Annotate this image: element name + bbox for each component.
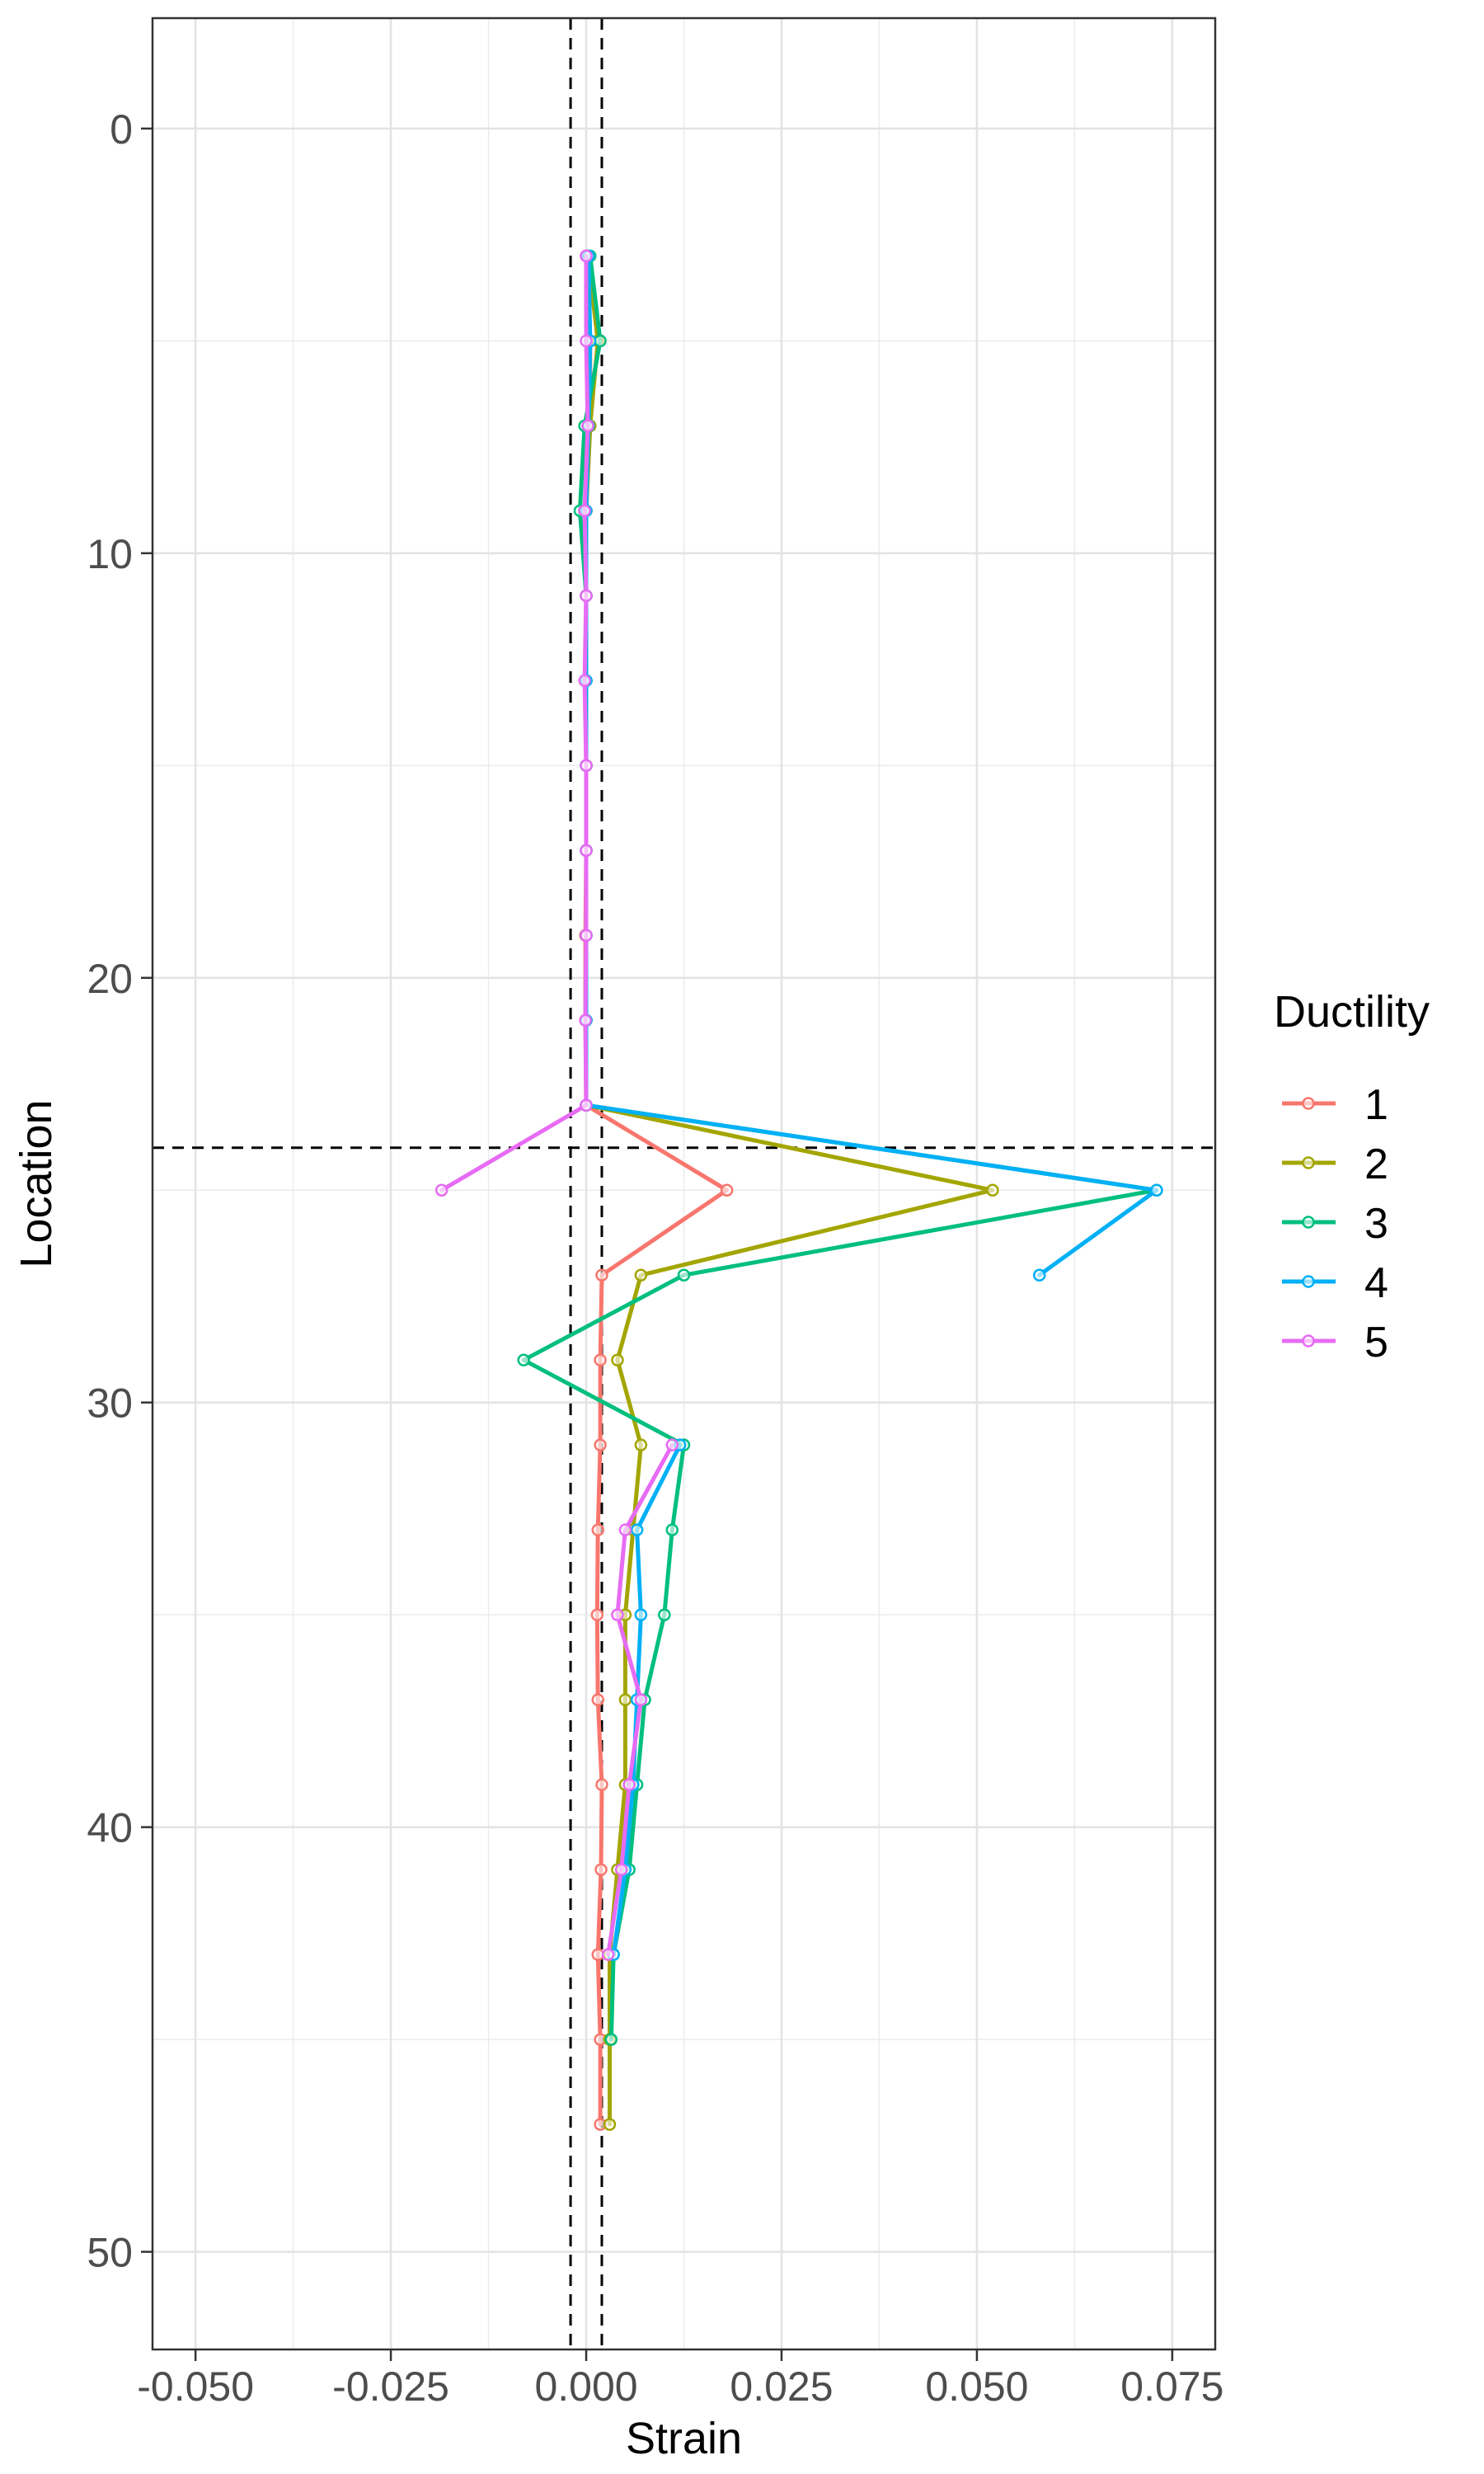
series-5 xyxy=(434,249,594,1197)
data-point xyxy=(578,504,591,518)
data-point xyxy=(611,1353,624,1366)
legend-key-marker xyxy=(1302,1275,1315,1288)
legend-key-marker xyxy=(1302,1216,1315,1229)
data-point xyxy=(580,1098,593,1112)
legend-item-4: 4 xyxy=(1282,1259,1388,1307)
legend-key-marker xyxy=(1302,1334,1315,1348)
panel-border xyxy=(151,16,1217,2351)
data-point xyxy=(580,759,593,773)
y-tick-label: 10 xyxy=(87,531,133,577)
legend-title: Ductility xyxy=(1274,987,1430,1037)
data-point xyxy=(581,419,594,433)
data-point xyxy=(677,1268,691,1282)
legend: Ductility 1 2 3 4 5 xyxy=(1274,987,1430,1366)
data-point xyxy=(986,1183,999,1197)
data-point xyxy=(434,1183,448,1197)
data-point xyxy=(630,1523,644,1536)
x-tick-label: -0.025 xyxy=(332,2363,449,2410)
legend-label: 2 xyxy=(1364,1141,1388,1188)
y-axis: 0 10 20 30 40 50 xyxy=(87,106,153,2276)
y-tick-label: 20 xyxy=(87,956,133,1002)
data-point xyxy=(594,334,607,348)
x-tick-label: 0.050 xyxy=(925,2363,1028,2410)
data-point xyxy=(591,1523,604,1536)
x-tick-label: 0.025 xyxy=(730,2363,833,2410)
data-point xyxy=(580,929,593,943)
legend-item-5: 5 xyxy=(1282,1319,1388,1366)
data-series xyxy=(434,249,1163,2131)
series-line xyxy=(439,253,590,1192)
y-tick-label: 50 xyxy=(87,2230,133,2276)
data-point xyxy=(665,1523,679,1536)
data-point xyxy=(634,1608,648,1621)
legend-label: 5 xyxy=(1364,1319,1388,1366)
y-tick-label: 40 xyxy=(87,1805,133,1851)
data-point xyxy=(603,2118,617,2131)
legend-key-marker xyxy=(1302,1097,1315,1110)
x-tick-label: -0.050 xyxy=(137,2363,254,2410)
data-point xyxy=(658,1608,671,1621)
data-point xyxy=(634,1438,648,1451)
legend-item-2: 2 xyxy=(1282,1141,1388,1188)
data-point xyxy=(601,1948,615,1961)
x-axis-title: Strain xyxy=(626,2414,742,2463)
series-5-continuation xyxy=(601,1438,679,1961)
data-point xyxy=(579,1014,592,1027)
major-gridlines xyxy=(153,18,1215,2349)
data-point xyxy=(1032,1268,1046,1282)
data-point xyxy=(580,334,593,348)
data-point xyxy=(618,1523,632,1536)
data-point xyxy=(594,1438,607,1451)
y-axis-title: Location xyxy=(12,1099,61,1268)
data-point xyxy=(595,1268,608,1282)
legend-key-marker xyxy=(1302,1156,1315,1169)
legend-label: 4 xyxy=(1364,1259,1388,1307)
data-point xyxy=(591,1693,604,1706)
data-point xyxy=(618,1693,632,1706)
data-point xyxy=(665,1438,679,1451)
data-point xyxy=(1150,1183,1163,1197)
legend-item-1: 1 xyxy=(1282,1081,1388,1129)
x-tick-label: 0.000 xyxy=(534,2363,637,2410)
data-point xyxy=(611,1608,624,1621)
data-point xyxy=(591,1948,604,1961)
data-point xyxy=(614,1863,628,1876)
data-point xyxy=(604,2033,618,2046)
reference-lines xyxy=(153,18,1215,2349)
legend-item-3: 3 xyxy=(1282,1200,1388,1248)
y-tick-label: 0 xyxy=(110,106,133,153)
data-point xyxy=(634,1693,648,1706)
legend-label: 1 xyxy=(1364,1081,1388,1129)
data-point xyxy=(517,1353,530,1366)
data-point xyxy=(580,589,593,603)
data-point xyxy=(580,844,593,858)
data-point xyxy=(634,1268,648,1282)
data-point xyxy=(595,1778,608,1791)
y-tick-label: 30 xyxy=(87,1380,133,1427)
data-point xyxy=(594,1353,607,1366)
data-point xyxy=(594,1863,608,1876)
data-point xyxy=(720,1183,734,1197)
data-point xyxy=(580,249,593,263)
legend-label: 3 xyxy=(1364,1200,1388,1248)
data-point xyxy=(578,674,591,688)
data-point xyxy=(622,1778,636,1791)
x-axis: -0.050 -0.025 0.000 0.025 0.050 0.075 xyxy=(137,2349,1223,2410)
data-point xyxy=(590,1608,604,1621)
x-tick-label: 0.075 xyxy=(1120,2363,1223,2410)
minor-gridlines xyxy=(153,18,1215,2349)
